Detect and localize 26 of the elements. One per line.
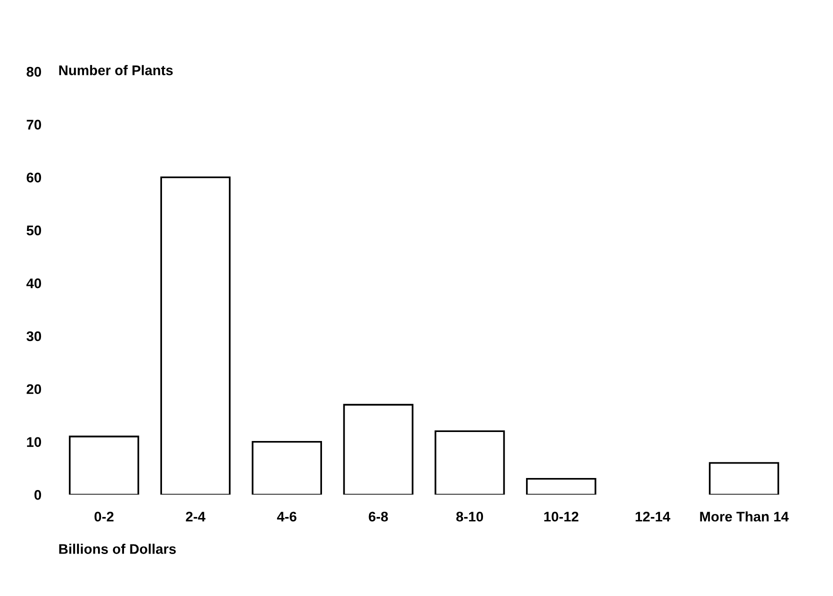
y-tick-label: 60	[26, 172, 42, 182]
x-tick-label: 2-4	[186, 512, 206, 522]
y-tick-label: 80	[26, 66, 42, 77]
x-tick-label: More Than 14	[700, 511, 789, 522]
bar	[434, 430, 505, 495]
y-tick-label: 40	[26, 278, 42, 288]
bar	[68, 436, 140, 495]
bar	[526, 478, 596, 495]
bar	[343, 404, 414, 495]
bar	[160, 176, 231, 495]
y-tick-label: 30	[26, 331, 42, 342]
x-tick-label: 10-12	[544, 512, 578, 522]
x-tick-label: 6-8	[368, 512, 388, 522]
y-tick-label: 0	[34, 490, 42, 500]
y-tick-label: 10	[27, 437, 42, 447]
bar	[252, 440, 322, 495]
bar	[708, 462, 780, 495]
y-tick-label: 50	[26, 226, 42, 236]
x-tick-label: 4-6	[277, 512, 296, 522]
x-axis-title: Billions of Dollars	[59, 544, 176, 554]
y-tick-label: 20	[26, 384, 42, 394]
y-tick-label: 70	[26, 120, 42, 130]
x-tick-label: 12-14	[636, 512, 670, 522]
y-axis-title: Number of Plants	[59, 65, 173, 76]
x-tick-label: 8-10	[456, 512, 484, 522]
x-tick-label: 0-2	[94, 512, 114, 522]
